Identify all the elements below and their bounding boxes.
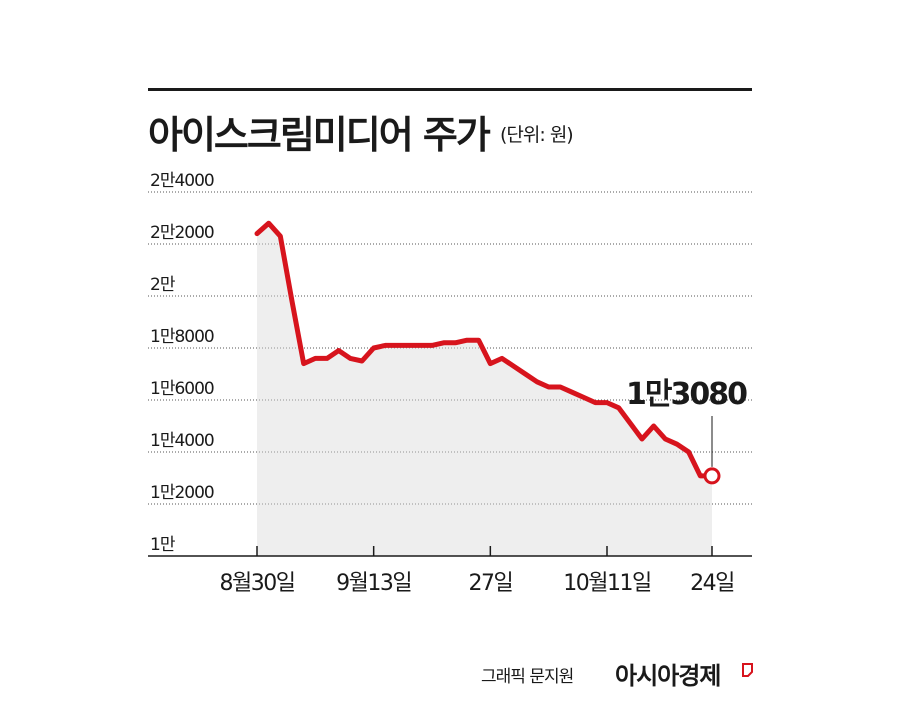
- y-tick-label: 1만4000: [150, 431, 214, 451]
- y-tick-label: 1만2000: [150, 483, 214, 503]
- last-value-label: 1만3080: [626, 377, 747, 412]
- unit-label: (단위: 원): [500, 124, 574, 146]
- chart-title: 아이스크림미디어 주가: [148, 113, 491, 157]
- x-tick-label: 8월30일: [220, 571, 295, 596]
- x-tick-label: 27일: [468, 571, 512, 596]
- x-tick-label: 24일: [690, 571, 734, 596]
- y-tick-label: 1만6000: [150, 379, 214, 399]
- last-value-marker: [703, 467, 721, 485]
- price-series-line: [254, 220, 715, 479]
- y-tick-label: 2만2000: [150, 223, 214, 243]
- x-tick-labels: 8월30일 9월13일 27일 10월11일 24일: [220, 571, 736, 596]
- logo-mark-icon: [742, 663, 753, 677]
- publisher-logo: 아시아경제: [615, 662, 721, 690]
- y-tick-label: 1만: [150, 535, 176, 555]
- x-ticks: [256, 546, 713, 556]
- graphic-credit: 그래픽 문지원: [481, 667, 574, 687]
- x-tick-label: 10월11일: [563, 571, 651, 596]
- top-rule: [148, 88, 752, 91]
- y-tick-label: 2만: [150, 275, 176, 295]
- y-tick-labels: 2만4000 2만2000 2만 1만8000 1만6000 1만4000 1만2000 1만: [150, 171, 215, 555]
- y-tick-label: 1만8000: [150, 327, 214, 347]
- price-area-fill: [257, 223, 712, 556]
- y-tick-label: 2만4000: [150, 171, 214, 191]
- x-tick-label: 9월13일: [336, 571, 411, 596]
